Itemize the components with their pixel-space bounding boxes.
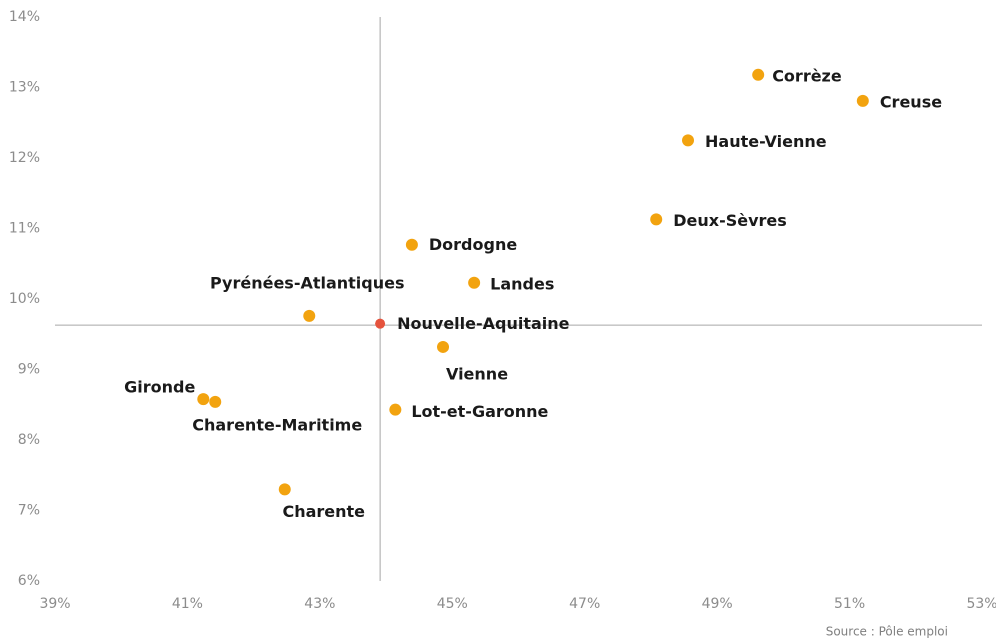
point-label: Charente-Maritime — [192, 415, 362, 434]
point — [437, 340, 450, 353]
x-tick-label: 45% — [437, 596, 468, 612]
point — [209, 395, 222, 408]
y-tick-label: 6% — [18, 573, 40, 589]
y-tick-label: 8% — [18, 432, 40, 448]
point-label: Corrèze — [772, 66, 842, 85]
point-label: Vienne — [446, 364, 508, 383]
point — [197, 393, 210, 406]
x-tick-label: 47% — [569, 596, 600, 612]
point-label: Haute-Vienne — [705, 132, 827, 151]
point — [468, 276, 481, 289]
point-label: Nouvelle-Aquitaine — [397, 314, 570, 333]
point — [682, 134, 695, 147]
point — [375, 318, 386, 329]
y-tick-label: 12% — [9, 150, 40, 166]
x-tick-label: 39% — [39, 596, 70, 612]
y-tick-label: 7% — [18, 503, 40, 519]
point-label: Gironde — [124, 378, 195, 397]
point-label: Lot-et-Garonne — [411, 402, 548, 421]
point-label: Charente — [282, 502, 365, 521]
point-label: Dordogne — [429, 235, 517, 254]
point — [650, 213, 663, 226]
point — [278, 483, 291, 496]
point — [389, 403, 402, 416]
y-tick-label: 10% — [9, 291, 40, 307]
source: Source : Pôle emploi — [826, 625, 948, 639]
y-tick-label: 13% — [9, 80, 40, 96]
y-tick-label: 14% — [9, 9, 40, 25]
point-label: Pyrénées-Atlantiques — [210, 273, 405, 292]
x-tick-label: 53% — [966, 596, 996, 612]
point — [856, 94, 869, 107]
x-tick-label: 43% — [304, 596, 335, 612]
point-label: Deux-Sèvres — [673, 211, 787, 230]
point-label: Landes — [490, 274, 554, 293]
point-label: Creuse — [880, 92, 942, 111]
point — [303, 309, 316, 322]
x-tick-label: 41% — [172, 596, 203, 612]
point — [752, 68, 765, 81]
y-tick-label: 9% — [18, 362, 40, 378]
point — [405, 238, 418, 251]
x-tick-label: 49% — [702, 596, 733, 612]
y-tick-label: 11% — [9, 221, 40, 237]
x-tick-label: 51% — [834, 596, 865, 612]
